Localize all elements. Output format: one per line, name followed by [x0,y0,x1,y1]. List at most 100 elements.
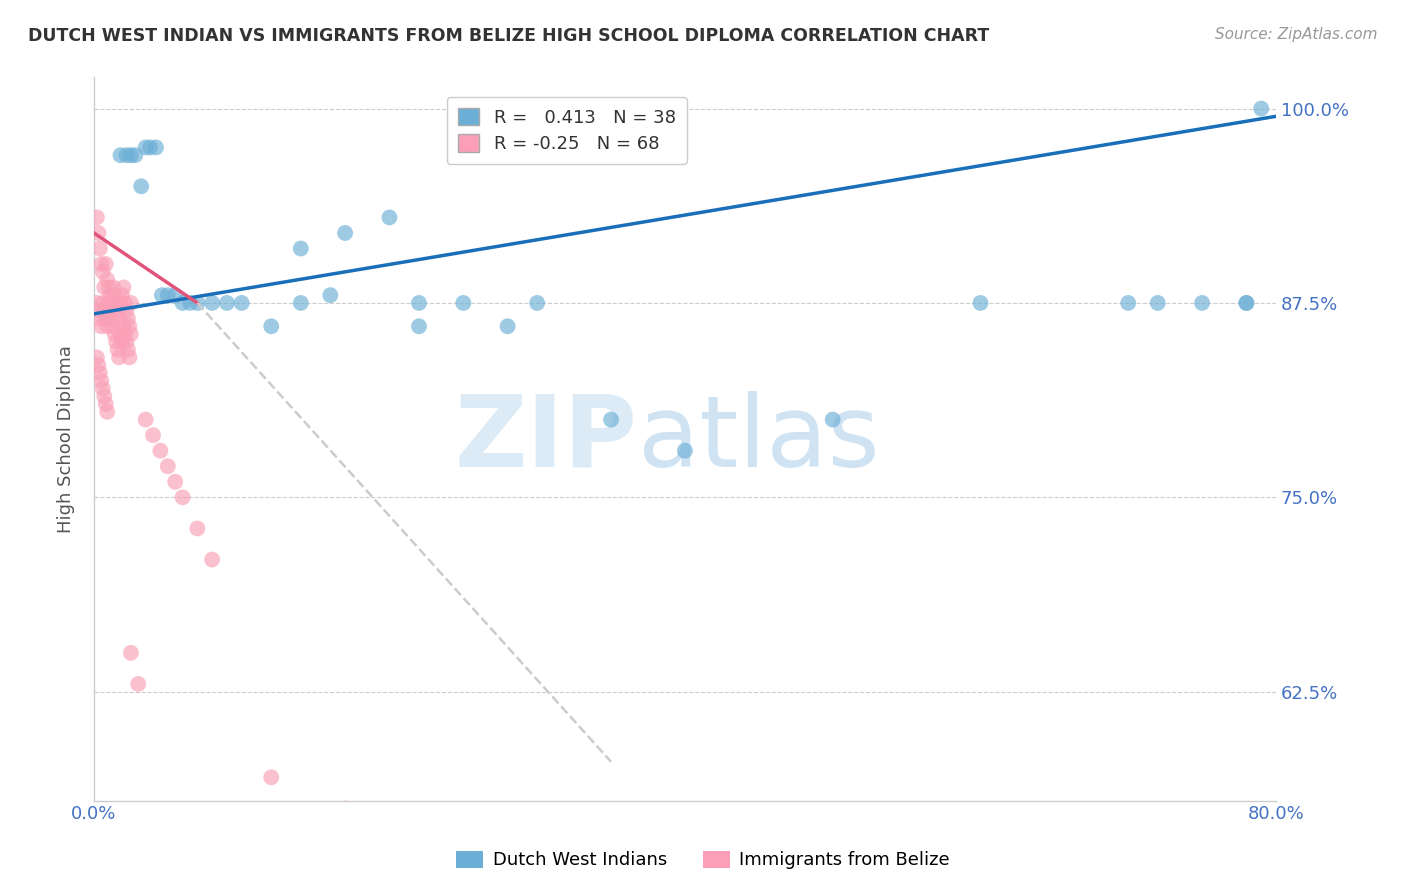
Point [129,179,152,194]
Point [120,646,142,660]
Point [215,296,238,310]
Point [156,459,179,474]
Point [112,319,135,334]
Point [600,412,623,426]
Point [172,491,194,505]
Point [135,140,157,154]
Text: Source: ZipAtlas.com: Source: ZipAtlas.com [1215,27,1378,42]
Point [120,296,142,310]
Point [114,296,136,310]
Point [114,326,136,341]
Point [101,319,124,334]
Text: ZIP: ZIP [454,391,638,488]
Point [100,296,122,310]
Point [673,443,696,458]
Point [1116,296,1139,310]
Point [408,319,430,334]
Point [91,296,114,310]
Point [408,296,430,310]
Point [127,677,149,691]
Point [145,140,167,154]
Point [86,211,108,225]
Point [378,211,401,225]
Point [87,226,110,240]
Point [290,296,312,310]
Point [86,351,108,365]
Legend: R =   0.413   N = 38, R = -0.25   N = 68: R = 0.413 N = 38, R = -0.25 N = 68 [447,97,686,164]
Point [821,412,844,426]
Point [94,397,117,411]
Point [165,475,187,489]
Point [142,428,165,442]
Text: DUTCH WEST INDIAN VS IMMIGRANTS FROM BELIZE HIGH SCHOOL DIPLOMA CORRELATION CHAR: DUTCH WEST INDIAN VS IMMIGRANTS FROM BEL… [28,27,990,45]
Point [1234,296,1257,310]
Point [110,326,132,341]
Point [97,280,120,294]
Point [969,296,991,310]
Point [90,257,112,271]
Point [1234,296,1257,310]
Point [179,296,201,310]
Point [156,288,179,302]
Point [98,303,121,318]
Point [1250,102,1272,116]
Point [105,334,128,349]
Point [117,311,139,326]
Point [111,288,134,302]
Point [526,296,548,310]
Point [108,351,131,365]
Point [1146,296,1168,310]
Point [94,311,117,326]
Point [107,303,129,318]
Point [87,303,110,318]
Point [333,226,356,240]
Point [117,343,139,357]
Point [91,382,114,396]
Point [93,280,115,294]
Text: atlas: atlas [638,391,879,488]
Point [104,288,127,302]
Point [87,358,110,372]
Point [89,242,111,256]
Point [150,288,173,302]
Point [135,412,157,426]
Point [86,296,108,310]
Point [97,296,120,310]
Point [186,296,208,310]
Point [115,334,138,349]
Point [98,288,121,302]
Point [101,280,124,294]
Point [108,311,131,326]
Point [231,296,253,310]
Point [118,319,141,334]
Point [112,280,135,294]
Point [105,296,128,310]
Point [115,303,138,318]
Point [94,257,117,271]
Point [333,801,356,815]
Point [90,374,112,388]
Point [124,148,146,162]
Point [104,326,127,341]
Legend: Dutch West Indians, Immigrants from Belize: Dutch West Indians, Immigrants from Beli… [447,842,959,879]
Point [319,288,342,302]
Point [1191,296,1213,310]
Point [96,405,118,419]
Point [93,389,115,403]
Point [201,552,224,566]
Point [111,334,134,349]
Point [496,319,519,334]
Point [90,319,112,334]
Point [96,272,118,286]
Point [89,366,111,380]
Point [186,521,208,535]
Point [260,770,283,784]
Point [110,148,132,162]
Point [91,265,114,279]
Point [149,443,172,458]
Point [115,148,138,162]
Point [120,148,142,162]
Point [96,319,118,334]
Point [107,343,129,357]
Y-axis label: High School Diploma: High School Diploma [58,345,75,533]
